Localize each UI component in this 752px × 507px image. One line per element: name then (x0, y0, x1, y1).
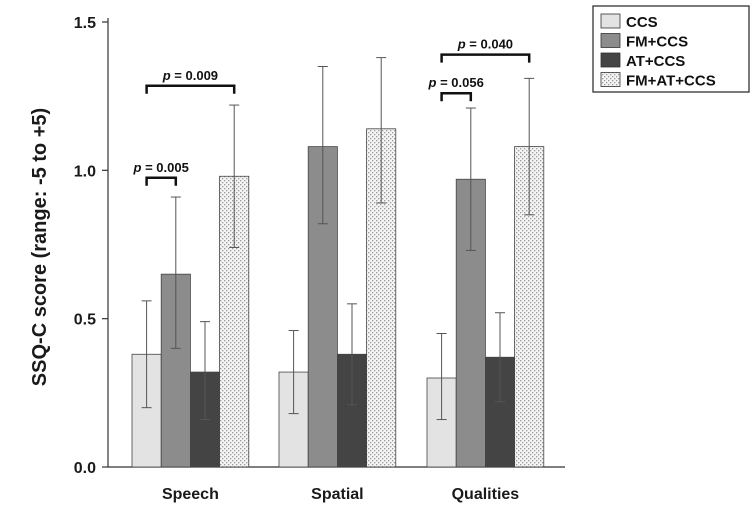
legend-swatch (600, 33, 621, 48)
bar (366, 128, 397, 468)
significance-bracket (145, 176, 178, 186)
x-tick-label: Speech (162, 486, 219, 503)
legend-swatch (600, 13, 621, 29)
significance-brackets: p = 0.005 p = 0.009 p = 0.056 p = 0.040 (133, 37, 531, 186)
significance-label: p = 0.005 (133, 160, 189, 175)
legend-label: CCS (626, 14, 658, 31)
x-tick-label: Qualities (452, 486, 520, 503)
legend-swatch (600, 72, 621, 87)
legend: CCS FM+CCS AT+CCS FM+AT+CCS (592, 5, 750, 93)
error-bars (141, 57, 535, 421)
y-tick-label: 1.0 (74, 163, 96, 180)
bars (131, 128, 545, 468)
legend-label: FM+AT+CCS (626, 73, 716, 90)
y-axis-label: SSQ-C score (range: -5 to +5) (29, 108, 51, 386)
y-tick-label: 1.5 (74, 15, 96, 32)
legend-label: AT+CCS (626, 53, 685, 70)
significance-bracket (145, 84, 236, 94)
bar (219, 175, 250, 468)
legend-swatch (600, 52, 621, 68)
y-tick-label: 0.0 (74, 460, 96, 477)
x-tick-label: Spatial (311, 486, 363, 503)
significance-label: p = 0.056 (428, 75, 484, 90)
significance-label: p = 0.040 (457, 37, 513, 52)
y-tick-label: 0.5 (74, 312, 96, 329)
significance-bracket (440, 91, 473, 102)
significance-label: p = 0.009 (162, 68, 218, 83)
significance-bracket (440, 53, 531, 63)
legend-label: FM+CCS (626, 34, 688, 51)
